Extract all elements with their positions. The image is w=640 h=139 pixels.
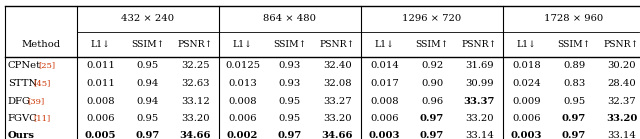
Text: PSNR↑: PSNR↑ — [177, 40, 213, 49]
Text: STTN: STTN — [8, 79, 37, 88]
Text: 0.97: 0.97 — [562, 131, 586, 139]
Text: DFG: DFG — [8, 97, 31, 106]
Text: 33.12: 33.12 — [181, 97, 209, 106]
Text: PSNR↑: PSNR↑ — [604, 40, 639, 49]
Text: 0.90: 0.90 — [421, 79, 443, 88]
Text: 33.14: 33.14 — [465, 131, 494, 139]
Text: 33.27: 33.27 — [323, 97, 351, 106]
Text: PSNR↑: PSNR↑ — [461, 40, 497, 49]
Text: 32.37: 32.37 — [607, 97, 636, 106]
Text: 0.97: 0.97 — [420, 114, 444, 123]
Text: 0.011: 0.011 — [86, 61, 115, 70]
Text: SSIM↑: SSIM↑ — [273, 40, 307, 49]
Text: CPNet: CPNet — [8, 61, 41, 70]
Text: 0.94: 0.94 — [137, 97, 159, 106]
Text: L1↓: L1↓ — [90, 40, 111, 49]
Text: 32.08: 32.08 — [323, 79, 351, 88]
Text: 0.005: 0.005 — [84, 131, 116, 139]
Text: 1296 × 720: 1296 × 720 — [403, 14, 461, 23]
Text: 0.008: 0.008 — [86, 97, 115, 106]
Text: 0.014: 0.014 — [370, 61, 399, 70]
Text: 0.003: 0.003 — [369, 131, 401, 139]
Text: 0.95: 0.95 — [279, 97, 301, 106]
Text: 30.99: 30.99 — [465, 79, 493, 88]
Text: 0.97: 0.97 — [278, 131, 302, 139]
Text: 32.40: 32.40 — [323, 61, 351, 70]
Text: [25]: [25] — [38, 61, 56, 69]
Text: 0.96: 0.96 — [421, 97, 443, 106]
Text: 32.63: 32.63 — [181, 79, 209, 88]
Text: 0.003: 0.003 — [511, 131, 543, 139]
Text: 0.017: 0.017 — [371, 79, 399, 88]
Text: 0.013: 0.013 — [228, 79, 257, 88]
Text: 33.37: 33.37 — [463, 97, 495, 106]
Text: 0.002: 0.002 — [227, 131, 259, 139]
Text: 0.92: 0.92 — [421, 61, 443, 70]
Text: [39]: [39] — [27, 97, 44, 106]
Text: 0.83: 0.83 — [563, 79, 585, 88]
Text: 0.95: 0.95 — [137, 61, 159, 70]
Text: 0.009: 0.009 — [513, 97, 541, 106]
Text: 33.20: 33.20 — [465, 114, 493, 123]
Text: L1↓: L1↓ — [516, 40, 537, 49]
Text: 0.95: 0.95 — [279, 114, 301, 123]
Text: 0.018: 0.018 — [513, 61, 541, 70]
Text: 33.20: 33.20 — [605, 114, 637, 123]
Text: 0.006: 0.006 — [86, 114, 115, 123]
Text: 31.69: 31.69 — [465, 61, 493, 70]
Text: 0.008: 0.008 — [371, 97, 399, 106]
Text: Method: Method — [21, 40, 61, 49]
Text: 0.97: 0.97 — [420, 131, 444, 139]
Text: 28.40: 28.40 — [607, 79, 636, 88]
Text: 0.008: 0.008 — [228, 97, 257, 106]
Text: 0.89: 0.89 — [563, 61, 585, 70]
Text: L1↓: L1↓ — [232, 40, 253, 49]
Text: 33.14: 33.14 — [607, 131, 636, 139]
Text: 33.20: 33.20 — [323, 114, 351, 123]
Text: 0.006: 0.006 — [513, 114, 541, 123]
Text: 34.66: 34.66 — [321, 131, 353, 139]
Text: 34.66: 34.66 — [179, 131, 211, 139]
Text: SSIM↑: SSIM↑ — [557, 40, 591, 49]
Text: 0.011: 0.011 — [86, 79, 115, 88]
Text: 0.006: 0.006 — [228, 114, 257, 123]
Text: 0.97: 0.97 — [562, 114, 586, 123]
Text: Ours: Ours — [8, 131, 35, 139]
Text: 1728 × 960: 1728 × 960 — [545, 14, 604, 23]
Text: 30.20: 30.20 — [607, 61, 636, 70]
Text: 32.25: 32.25 — [181, 61, 209, 70]
Text: 0.95: 0.95 — [137, 114, 159, 123]
Text: PSNR↑: PSNR↑ — [319, 40, 355, 49]
Text: [45]: [45] — [33, 79, 50, 87]
Text: 0.95: 0.95 — [563, 97, 585, 106]
Text: [11]: [11] — [33, 114, 50, 122]
Text: 0.94: 0.94 — [137, 79, 159, 88]
Text: 0.006: 0.006 — [371, 114, 399, 123]
Text: 0.0125: 0.0125 — [225, 61, 260, 70]
Text: FGVC: FGVC — [8, 114, 38, 123]
Text: 0.93: 0.93 — [279, 61, 301, 70]
Text: L1↓: L1↓ — [374, 40, 395, 49]
Text: SSIM↑: SSIM↑ — [415, 40, 449, 49]
Text: 0.93: 0.93 — [279, 79, 301, 88]
Text: 0.024: 0.024 — [513, 79, 541, 88]
Text: 33.20: 33.20 — [181, 114, 209, 123]
Text: 0.97: 0.97 — [136, 131, 160, 139]
Text: 432 × 240: 432 × 240 — [121, 14, 175, 23]
Text: SSIM↑: SSIM↑ — [131, 40, 164, 49]
Text: 864 × 480: 864 × 480 — [264, 14, 316, 23]
